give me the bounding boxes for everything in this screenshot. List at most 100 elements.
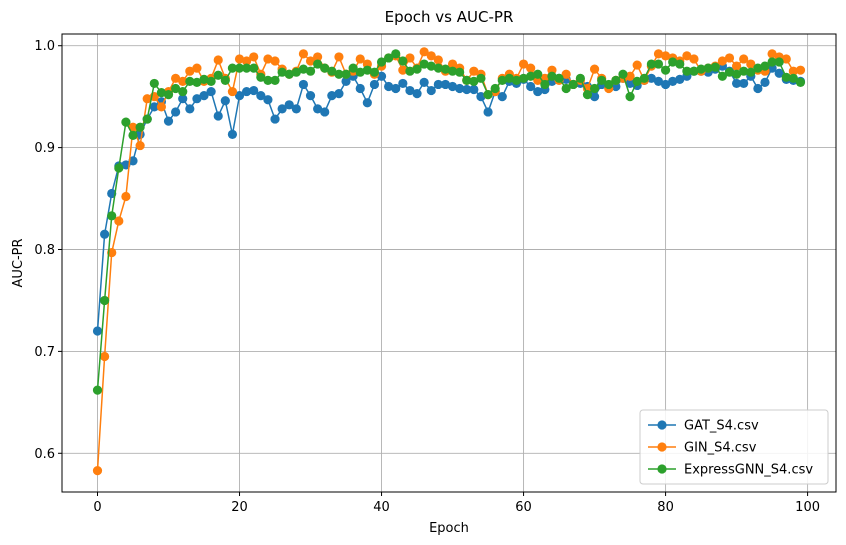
series-2 <box>92 49 806 395</box>
data-point <box>660 65 671 75</box>
data-point <box>462 84 472 95</box>
data-point <box>433 55 443 65</box>
data-point <box>440 64 451 74</box>
data-point <box>696 64 706 74</box>
data-point <box>171 83 181 94</box>
data-point <box>731 61 742 71</box>
data-point <box>213 70 223 80</box>
data-point <box>497 75 507 85</box>
data-point <box>220 75 230 85</box>
data-point <box>433 79 443 90</box>
data-point <box>476 73 486 83</box>
data-point <box>419 59 429 69</box>
data-point <box>760 77 770 87</box>
data-point <box>710 62 720 72</box>
legend: GAT_S4.csv GIN_S4.csv ExpressGNN_S4.csv <box>639 409 829 485</box>
data-point <box>227 129 238 139</box>
data-point <box>724 53 735 63</box>
data-point <box>256 91 266 101</box>
legend-label: GAT_S4.csv <box>684 419 759 434</box>
data-point <box>391 83 401 94</box>
series-line <box>96 65 801 332</box>
data-point <box>327 91 337 101</box>
data-point <box>92 326 103 336</box>
data-point <box>355 54 365 64</box>
data-point <box>426 51 436 61</box>
data-point <box>135 140 145 151</box>
data-point <box>561 83 571 94</box>
data-point <box>369 79 380 90</box>
data-point <box>178 76 188 86</box>
data-point <box>653 76 664 86</box>
data-point <box>731 69 742 79</box>
data-point <box>270 75 280 85</box>
data-point <box>589 92 600 102</box>
data-point <box>142 114 152 124</box>
data-point <box>305 56 316 66</box>
data-point <box>234 63 245 73</box>
data-point <box>142 94 152 104</box>
data-point <box>575 73 585 83</box>
data-point <box>163 116 174 126</box>
data-point <box>405 66 415 76</box>
data-point <box>682 66 692 76</box>
data-point <box>483 90 493 100</box>
data-point <box>114 163 124 173</box>
data-point <box>781 54 791 64</box>
data-point <box>185 66 195 76</box>
data-point <box>178 86 188 97</box>
data-point <box>731 78 742 89</box>
legend-label: GIN_S4.csv <box>684 441 757 456</box>
data-point <box>298 49 309 59</box>
data-point <box>625 71 635 81</box>
data-point <box>561 69 571 79</box>
y-tick-label: 0.6 <box>34 447 55 462</box>
data-point <box>334 89 344 99</box>
data-point <box>270 114 280 124</box>
data-point <box>625 78 635 89</box>
data-point <box>618 69 628 79</box>
data-point <box>788 66 798 76</box>
y-tick-label: 0.9 <box>34 141 55 156</box>
data-point <box>668 76 678 86</box>
data-point <box>788 73 798 83</box>
data-point <box>646 73 656 83</box>
data-point <box>121 191 131 202</box>
axis-ticks: 0 20 40 60 80 100 0.6 0.7 0.8 0.9 1.0 <box>34 39 820 515</box>
data-point <box>795 65 806 75</box>
data-point <box>305 66 316 76</box>
legend-box <box>639 409 829 485</box>
data-point <box>497 92 507 102</box>
data-point <box>391 49 401 59</box>
data-point <box>703 63 713 73</box>
data-point <box>526 71 536 81</box>
data-point <box>100 229 110 239</box>
data-point <box>100 351 110 362</box>
data-point <box>178 94 188 104</box>
x-tick-label: 80 <box>657 500 674 515</box>
data-point <box>476 92 486 102</box>
series-line <box>96 51 801 471</box>
data-point <box>447 81 458 92</box>
data-point <box>234 91 245 101</box>
data-point <box>263 95 273 105</box>
data-point <box>384 53 394 63</box>
data-point <box>355 83 365 94</box>
data-point <box>284 69 294 79</box>
data-point <box>746 67 756 77</box>
data-point <box>405 53 415 63</box>
data-point <box>263 75 273 85</box>
data-point <box>717 71 727 81</box>
data-point <box>547 71 557 81</box>
data-point <box>753 83 763 94</box>
data-point <box>455 67 465 77</box>
data-point <box>582 90 593 100</box>
x-tick-label: 0 <box>93 500 101 515</box>
data-point <box>121 117 131 127</box>
data-point <box>376 71 387 81</box>
data-point <box>447 66 458 76</box>
data-point <box>675 74 685 84</box>
data-point <box>92 385 103 395</box>
data-point <box>533 86 543 97</box>
data-point <box>242 56 252 66</box>
